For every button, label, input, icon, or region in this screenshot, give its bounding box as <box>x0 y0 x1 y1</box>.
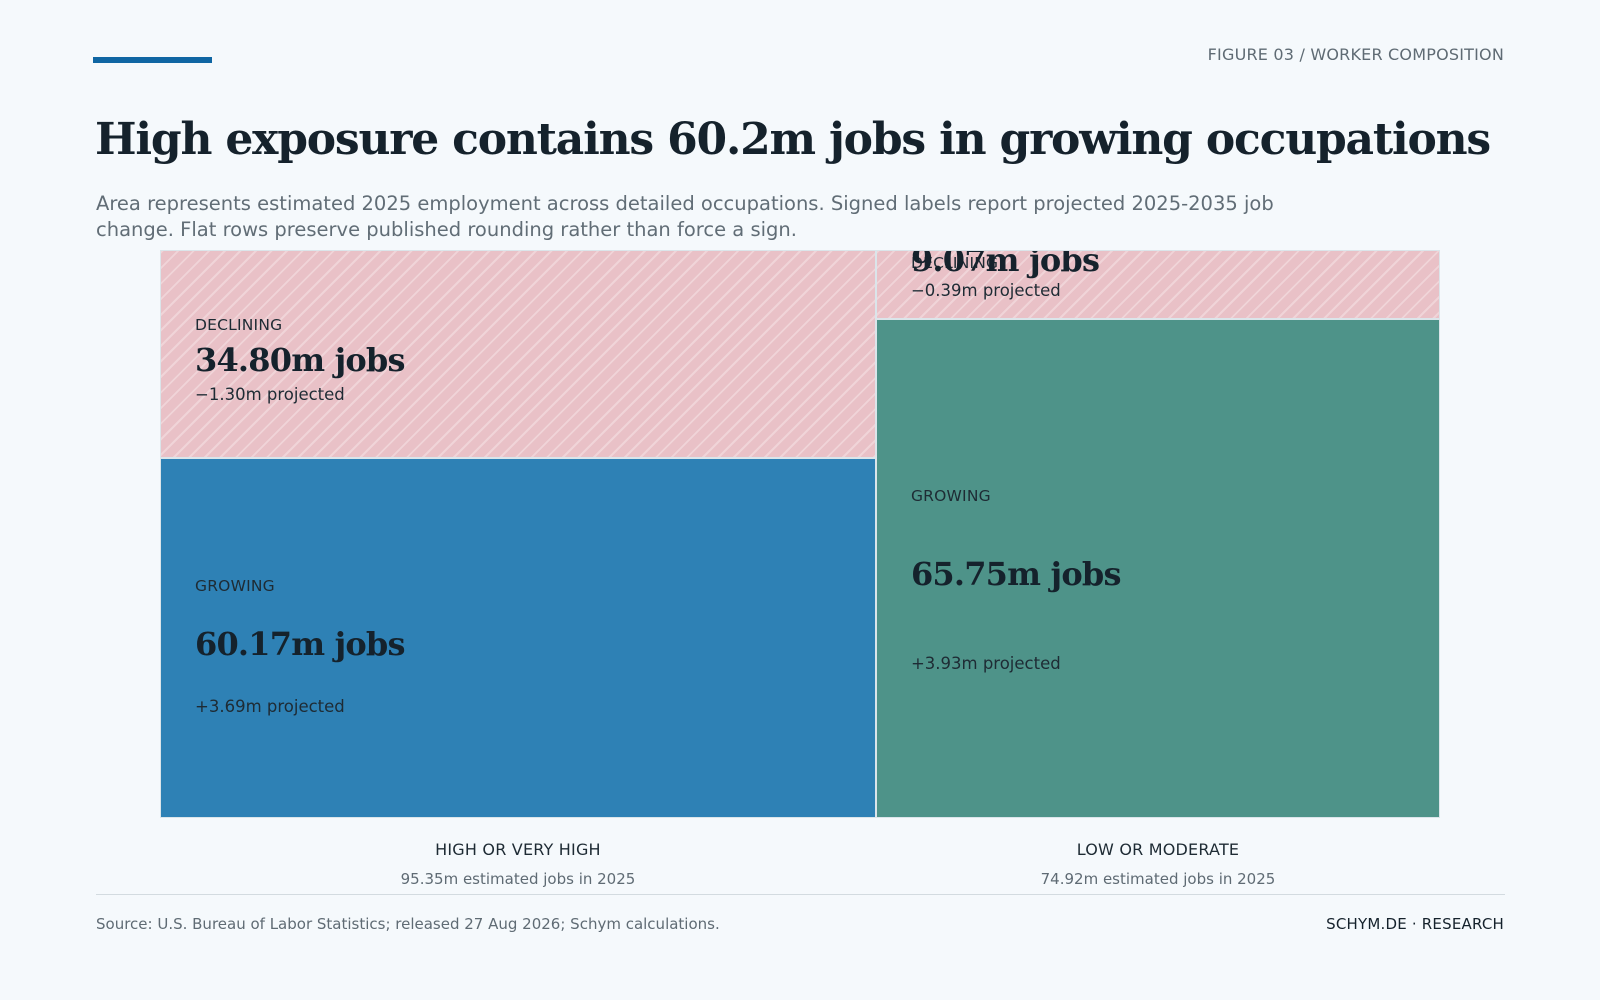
figure-kicker: FIGURE 03 / WORKER COMPOSITION <box>1207 45 1504 64</box>
group-label: LOW OR MODERATE <box>1076 840 1240 859</box>
tile-projected-change: +3.69m projected <box>195 697 345 717</box>
group-total: 74.92m estimated jobs in 2025 <box>1040 870 1276 888</box>
tile-jobs-value: 9.07m jobs <box>910 250 1100 280</box>
brand-label: SCHYM.DE · RESEARCH <box>1326 915 1504 933</box>
tile-status-label: GROWING <box>195 577 275 596</box>
treemap-tile-growing: GROWING 60.17m jobs +3.69m projected <box>160 458 876 818</box>
tile-status-label: GROWING <box>910 486 991 505</box>
tile-jobs-value: 65.75m jobs <box>910 555 1122 594</box>
tile-jobs-value: 34.80m jobs <box>195 341 406 380</box>
accent-bar <box>93 57 212 63</box>
tile-projected-change: −1.30m projected <box>195 384 345 404</box>
chart-subtitle: Area represents estimated 2025 employmen… <box>96 192 1274 241</box>
tile-projected-change: −0.39m projected <box>910 280 1061 300</box>
group-total: 95.35m estimated jobs in 2025 <box>400 870 636 888</box>
treemap-tile-declining: DECLINING 34.80m jobs −1.30m projected <box>160 250 876 459</box>
group-label: HIGH OR VERY HIGH <box>435 840 601 859</box>
chart-title: High exposure contains 60.2m jobs in gro… <box>95 114 1491 165</box>
treemap-tile-growing: GROWING 65.75m jobs +3.93m projected <box>875 318 1440 818</box>
tile-projected-change: +3.93m projected <box>910 654 1061 674</box>
tile-jobs-value: 60.17m jobs <box>195 625 406 664</box>
footer-divider <box>96 894 1505 895</box>
tile-status-label: DECLINING <box>195 315 283 334</box>
source-note: Source: U.S. Bureau of Labor Statistics;… <box>96 915 720 933</box>
treemap-tile-declining: DECLINING 9.07m jobs −0.39m projected <box>875 250 1440 319</box>
treemap-chart: DECLINING 34.80m jobs −1.30m projected GROW… <box>160 250 1440 818</box>
tile-status-label: DECLINING <box>910 254 999 273</box>
